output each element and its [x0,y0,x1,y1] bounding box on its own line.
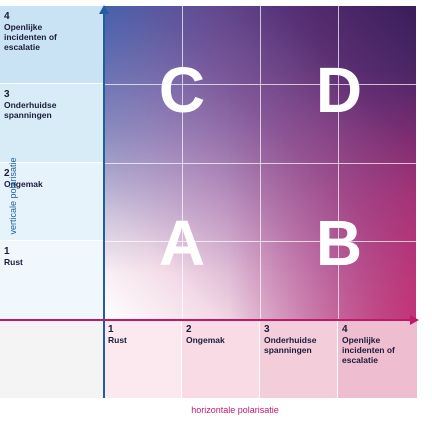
vertical-level-3: 3 Onderhuidse spanningen [0,84,103,163]
horizontal-axis-title: horizontale polarisatie [191,405,279,415]
vertical-level-1: 1 Rust [0,241,103,320]
horizontal-level-3-number: 3 [264,324,270,335]
horizontal-level-3-label: Onderhuidse spanningen [264,335,317,355]
quadrant-c-label: C [158,54,206,126]
vertical-level-4: 4 Openlijke incidenten of escalatie [0,6,103,84]
horizontal-level-2: 2 Ongemak [182,320,260,398]
vertical-level-2: 2 Ongemak [0,163,103,241]
horizontal-level-1-label: Rust [108,335,127,345]
horizontal-level-2-number: 2 [186,324,192,335]
vertical-level-1-label: Rust [4,257,23,267]
grid-line-horizontal-1 [104,84,416,85]
horizontal-level-4: 4 Openlijke incidenten of escalatie [338,320,418,398]
quadrant-d-label: D [315,54,363,126]
vertical-axis-title: verticale polarisatie [8,157,18,235]
horizontal-level-3: 3 Onderhuidse spanningen [260,320,338,398]
vertical-level-2-number: 2 [4,168,10,179]
horizontal-level-4-number: 4 [342,324,348,335]
horizontal-level-1-number: 1 [108,324,114,335]
vertical-level-4-label: Openlijke incidenten of escalatie [4,22,57,52]
quadrant-a-label: A [158,207,206,279]
vertical-level-4-number: 4 [4,11,10,22]
horizontal-level-4-label: Openlijke incidenten of escalatie [342,335,395,365]
quadrant-b-label: B [315,207,363,279]
grid-line-horizontal-3 [104,241,416,242]
vertical-level-1-number: 1 [4,246,10,257]
polarisation-matrix: C D A B [104,6,416,320]
corner-cell [0,320,103,398]
horizontal-level-2-label: Ongemak [186,335,225,345]
horizontal-level-1: 1 Rust [104,320,182,398]
vertical-level-3-number: 3 [4,89,10,100]
grid-line-horizontal-2 [104,163,416,164]
vertical-level-2-label: Ongemak [4,179,43,189]
vertical-level-3-label: Onderhuidse spanningen [4,100,57,120]
